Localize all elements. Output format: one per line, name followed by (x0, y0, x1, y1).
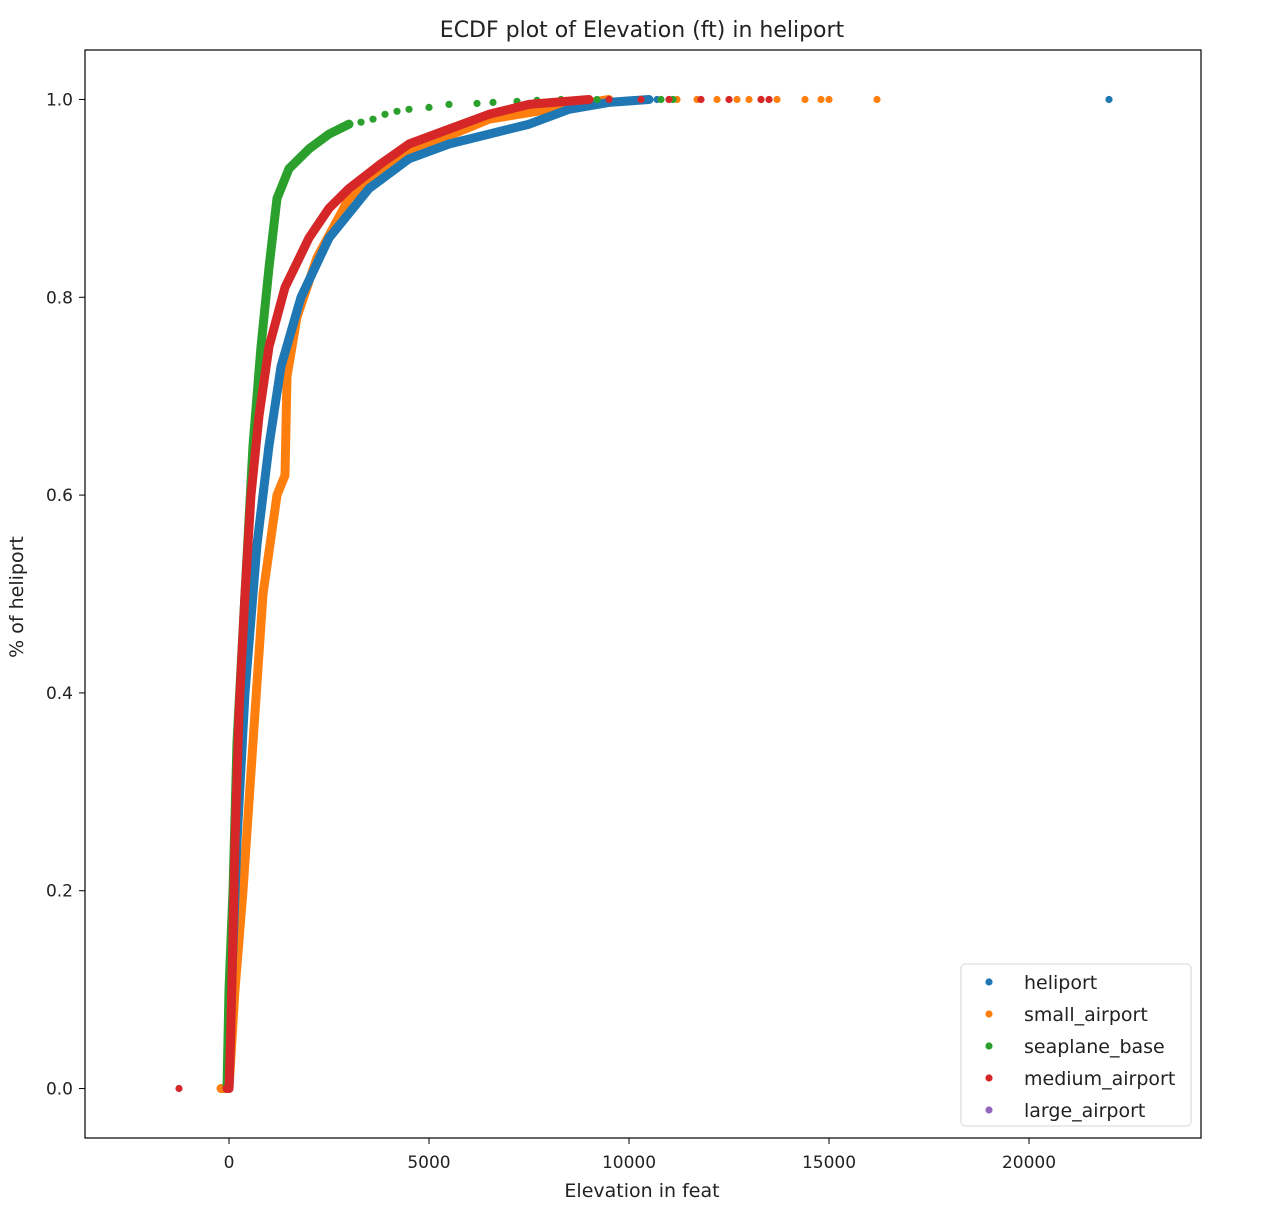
data-point-medium_airport (605, 95, 613, 104)
data-point-small_airport (817, 95, 825, 104)
data-point-medium_airport (697, 95, 705, 104)
x-tick-label: 20000 (1002, 1153, 1056, 1173)
legend-marker-small_airport (985, 1010, 993, 1018)
chart-title: ECDF plot of Elevation (ft) in heliport (440, 18, 845, 43)
data-point-medium_airport (665, 95, 673, 104)
legend-marker-heliport (985, 978, 993, 986)
x-tick-label: 5000 (407, 1153, 450, 1173)
legend-label-medium_airport: medium_airport (1024, 1068, 1175, 1090)
data-point-seaplane_base (393, 107, 401, 115)
data-point-seaplane_base (381, 110, 389, 118)
data-point-medium_airport (637, 95, 645, 104)
x-tick-label: 15000 (802, 1153, 856, 1173)
data-point-small_airport (873, 95, 881, 104)
y-tick-label: 0.2 (46, 882, 73, 902)
x-tick-label: 0 (224, 1153, 235, 1173)
x-axis-label: Elevation in feat (564, 1180, 719, 1202)
data-point-seaplane_base (489, 98, 497, 106)
y-tick-label: 0.6 (46, 486, 73, 506)
y-tick-label: 0.8 (46, 288, 73, 308)
data-marks (175, 95, 1113, 1093)
data-point-medium_airport (175, 1084, 183, 1093)
data-point-small_airport (773, 95, 781, 104)
x-tick-label: 10000 (602, 1153, 656, 1173)
y-tick-label: 0.0 (46, 1080, 73, 1100)
ecdf-curve-medium_airport (222, 95, 594, 1093)
legend: heliport small_airport seaplane_basemedium… (960, 963, 1192, 1127)
legend-box (960, 963, 1192, 1127)
x-axis: 0 5000 10000 15000 20000 (224, 1138, 1056, 1173)
data-point-seaplane_base (425, 103, 433, 111)
data-point-medium_airport (757, 95, 765, 104)
y-tick-label: 1.0 (46, 90, 73, 110)
data-point-seaplane_base (657, 95, 665, 104)
legend-label-seaplane_base: seaplane_base (1024, 1036, 1165, 1058)
series-medium_airport (175, 95, 773, 1093)
legend-label-heliport: heliport (1024, 972, 1097, 994)
legend-label-small_airport: small_airport (1024, 1004, 1148, 1026)
data-point-seaplane_base (369, 115, 377, 123)
data-point-medium_airport (725, 95, 733, 104)
data-point-small_airport (825, 95, 833, 104)
data-point-seaplane_base (473, 99, 481, 107)
data-point-seaplane_base (593, 95, 601, 104)
legend-marker-large_airport (985, 1106, 993, 1114)
ecdf-curve-small_airport (216, 95, 614, 1093)
plot-frame (84, 49, 1202, 1139)
data-point-small_airport (745, 95, 753, 104)
legend-marker-medium_airport (985, 1074, 993, 1082)
data-point-medium_airport (765, 95, 773, 104)
data-point-small_airport (801, 95, 809, 104)
legend-label-large_airport: large_airport (1024, 1100, 1145, 1122)
data-point-small_airport (733, 95, 741, 104)
data-point-small_airport (713, 95, 721, 104)
y-tick-label: 0.4 (46, 684, 73, 704)
y-axis: 0.0 0.2 0.4 0.6 0.8 1.0 (46, 90, 85, 1100)
data-point-seaplane_base (405, 105, 413, 113)
y-axis-label: % of heliport (6, 536, 28, 658)
data-point-seaplane_base (357, 118, 365, 126)
data-point-seaplane_base (445, 100, 453, 108)
data-point-heliport (1105, 95, 1113, 104)
legend-marker-seaplane_base (985, 1042, 993, 1050)
